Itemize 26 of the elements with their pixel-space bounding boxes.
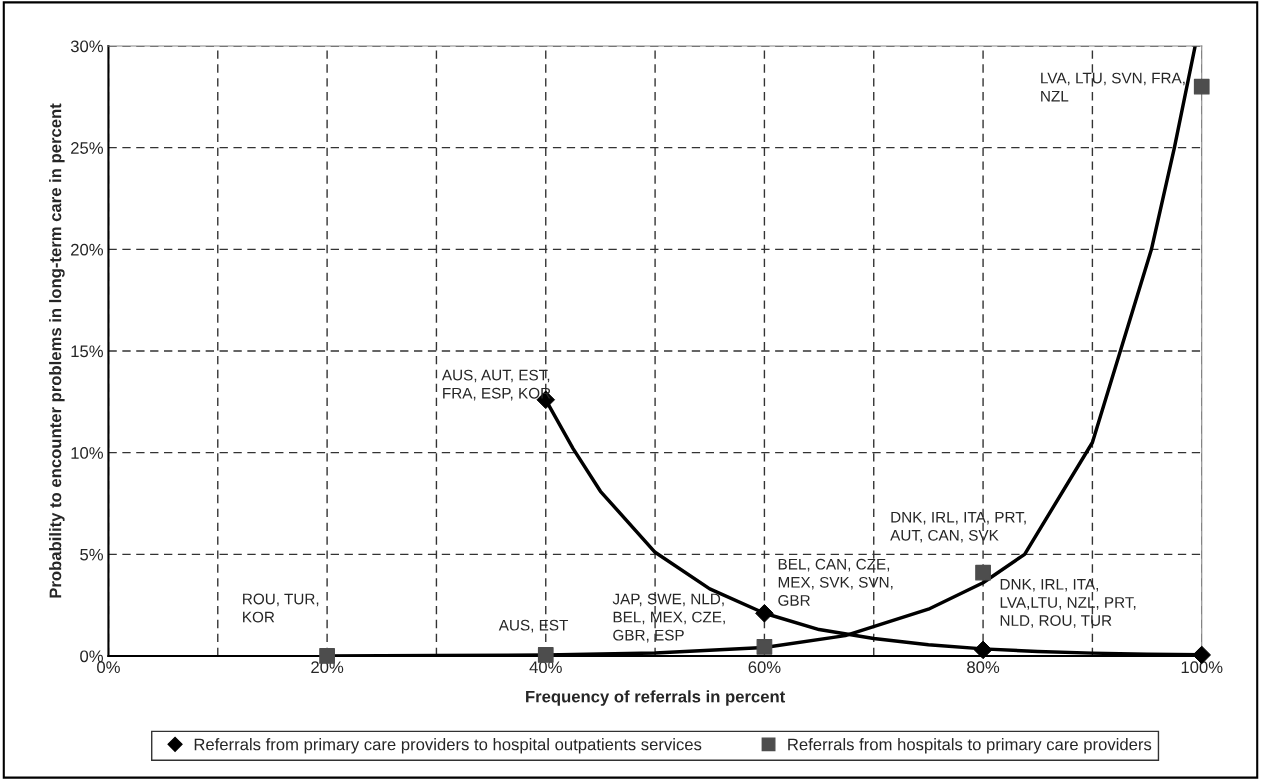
y-tick-label: 10% xyxy=(71,447,103,459)
legend-label: Referrals from primary care providers to hospital outpatients services xyxy=(194,738,702,754)
point xyxy=(1193,78,1210,95)
annotation: DNK, IRL, ITA, LVA,LTU, NZL, PRT, NLD, ROU, TUR xyxy=(1000,579,1136,628)
y-tick-label: 20% xyxy=(71,243,103,256)
y-tick-label: 5% xyxy=(80,548,103,561)
annotation: BEL, CAN, CZE, MEX, SVK, SVN, GBR xyxy=(778,558,893,606)
annotation: AUS, EST xyxy=(498,619,569,633)
point xyxy=(756,638,773,655)
y-tick-label: 30% xyxy=(70,40,103,53)
x-tick-label: 40% xyxy=(529,661,562,674)
y-tick-label: 25% xyxy=(71,142,103,154)
x-tick-label: 0% xyxy=(97,661,120,674)
annotation: JAP, SWE, NLD, BEL, MEX, CZE, GBR, ESP xyxy=(612,593,725,643)
y-axis-title: Probability to encounter problems in long-term care in percent xyxy=(49,103,65,598)
annotation: DNK, IRL, ITA, PRT, AUT, CAN, SVK xyxy=(890,511,1026,543)
annotation: ROU, TUR, KOR xyxy=(243,593,319,623)
x-tick-label: 60% xyxy=(748,661,781,674)
y-tick-label: 0% xyxy=(80,650,103,663)
point xyxy=(975,564,991,581)
x-tick-label: 80% xyxy=(967,661,1000,674)
x-axis-title: Frequency of referrals in percent xyxy=(526,690,786,706)
x-tick-label: 100% xyxy=(1181,661,1223,674)
y-tick-label: 15% xyxy=(71,345,103,358)
legend-label: Referrals from hospitals to primary care providers xyxy=(788,738,1152,754)
annotation: LVA, LTU, SVN, FRA, NZL xyxy=(1041,72,1185,102)
